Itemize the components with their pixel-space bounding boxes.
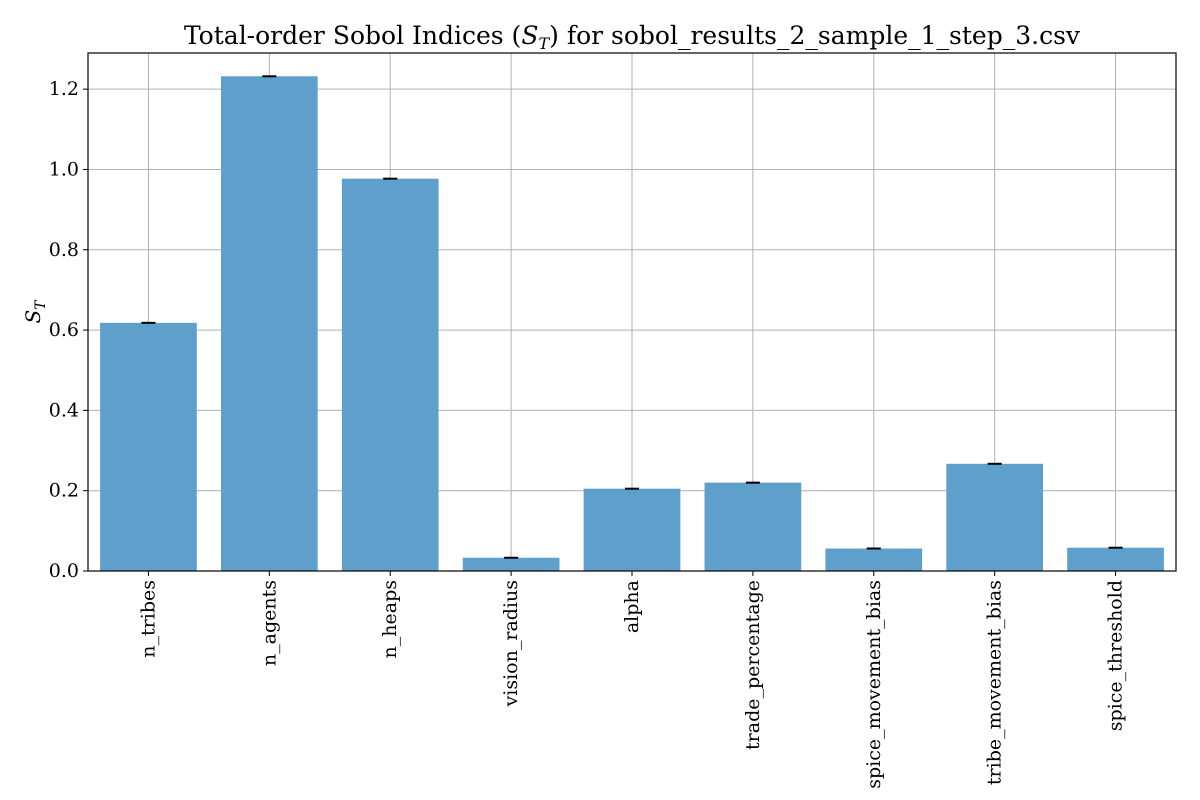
bar-tribe-movement-bias: [946, 463, 1044, 571]
y-axis-ticks: 0.0 0.2 0.4 0.6 0.8 1.0 1.2: [49, 78, 88, 582]
x-tick-label: tribe_movement_bias: [984, 580, 1006, 785]
error-bar: [866, 547, 881, 550]
error-bar: [625, 487, 639, 490]
error-bar: [745, 481, 760, 484]
x-tick-label: alpha: [621, 580, 643, 633]
x-axis-ticks: n_tribes n_agents n_heaps vision_radius alph…: [137, 571, 1127, 789]
bar-n-heaps: [341, 178, 439, 571]
bars: [100, 76, 1164, 572]
x-tick-label: vision_radius: [500, 580, 522, 707]
error-bar: [262, 75, 277, 78]
error-bars: [141, 75, 1123, 559]
y-tick-label: 0.0: [49, 560, 79, 582]
x-tick-label: n_heaps: [379, 580, 401, 658]
error-bar: [383, 177, 398, 180]
x-tick-label: spice_threshold: [1105, 580, 1127, 731]
y-tick-label: 0.2: [49, 480, 79, 502]
bar-trade-percentage: [704, 482, 802, 571]
y-tick-label: 0.6: [49, 319, 79, 341]
y-tick-label: 0.8: [49, 239, 79, 261]
chart-title: Total-order Sobol Indices (ST) for sobol…: [184, 21, 1081, 53]
x-tick-label: n_agents: [258, 580, 280, 666]
bar-alpha: [583, 488, 681, 571]
x-tick-label: n_tribes: [137, 580, 159, 658]
x-tick-label: trade_percentage: [742, 580, 764, 750]
bar-n-tribes: [100, 322, 197, 571]
error-bar: [987, 462, 1002, 465]
error-bar: [141, 321, 156, 324]
y-tick-label: 1.2: [49, 78, 79, 100]
error-bar: [504, 556, 519, 559]
bar-n-agents: [220, 76, 318, 572]
bar-spice-movement-bias: [825, 548, 923, 571]
bar-vision-radius: [462, 557, 560, 571]
y-tick-label: 0.4: [49, 399, 79, 421]
y-axis-label: ST: [21, 299, 49, 324]
bar-spice-threshold: [1067, 547, 1164, 571]
error-bar: [1108, 546, 1123, 549]
y-tick-label: 1.0: [49, 158, 79, 180]
x-tick-label: spice_movement_bias: [863, 580, 885, 789]
